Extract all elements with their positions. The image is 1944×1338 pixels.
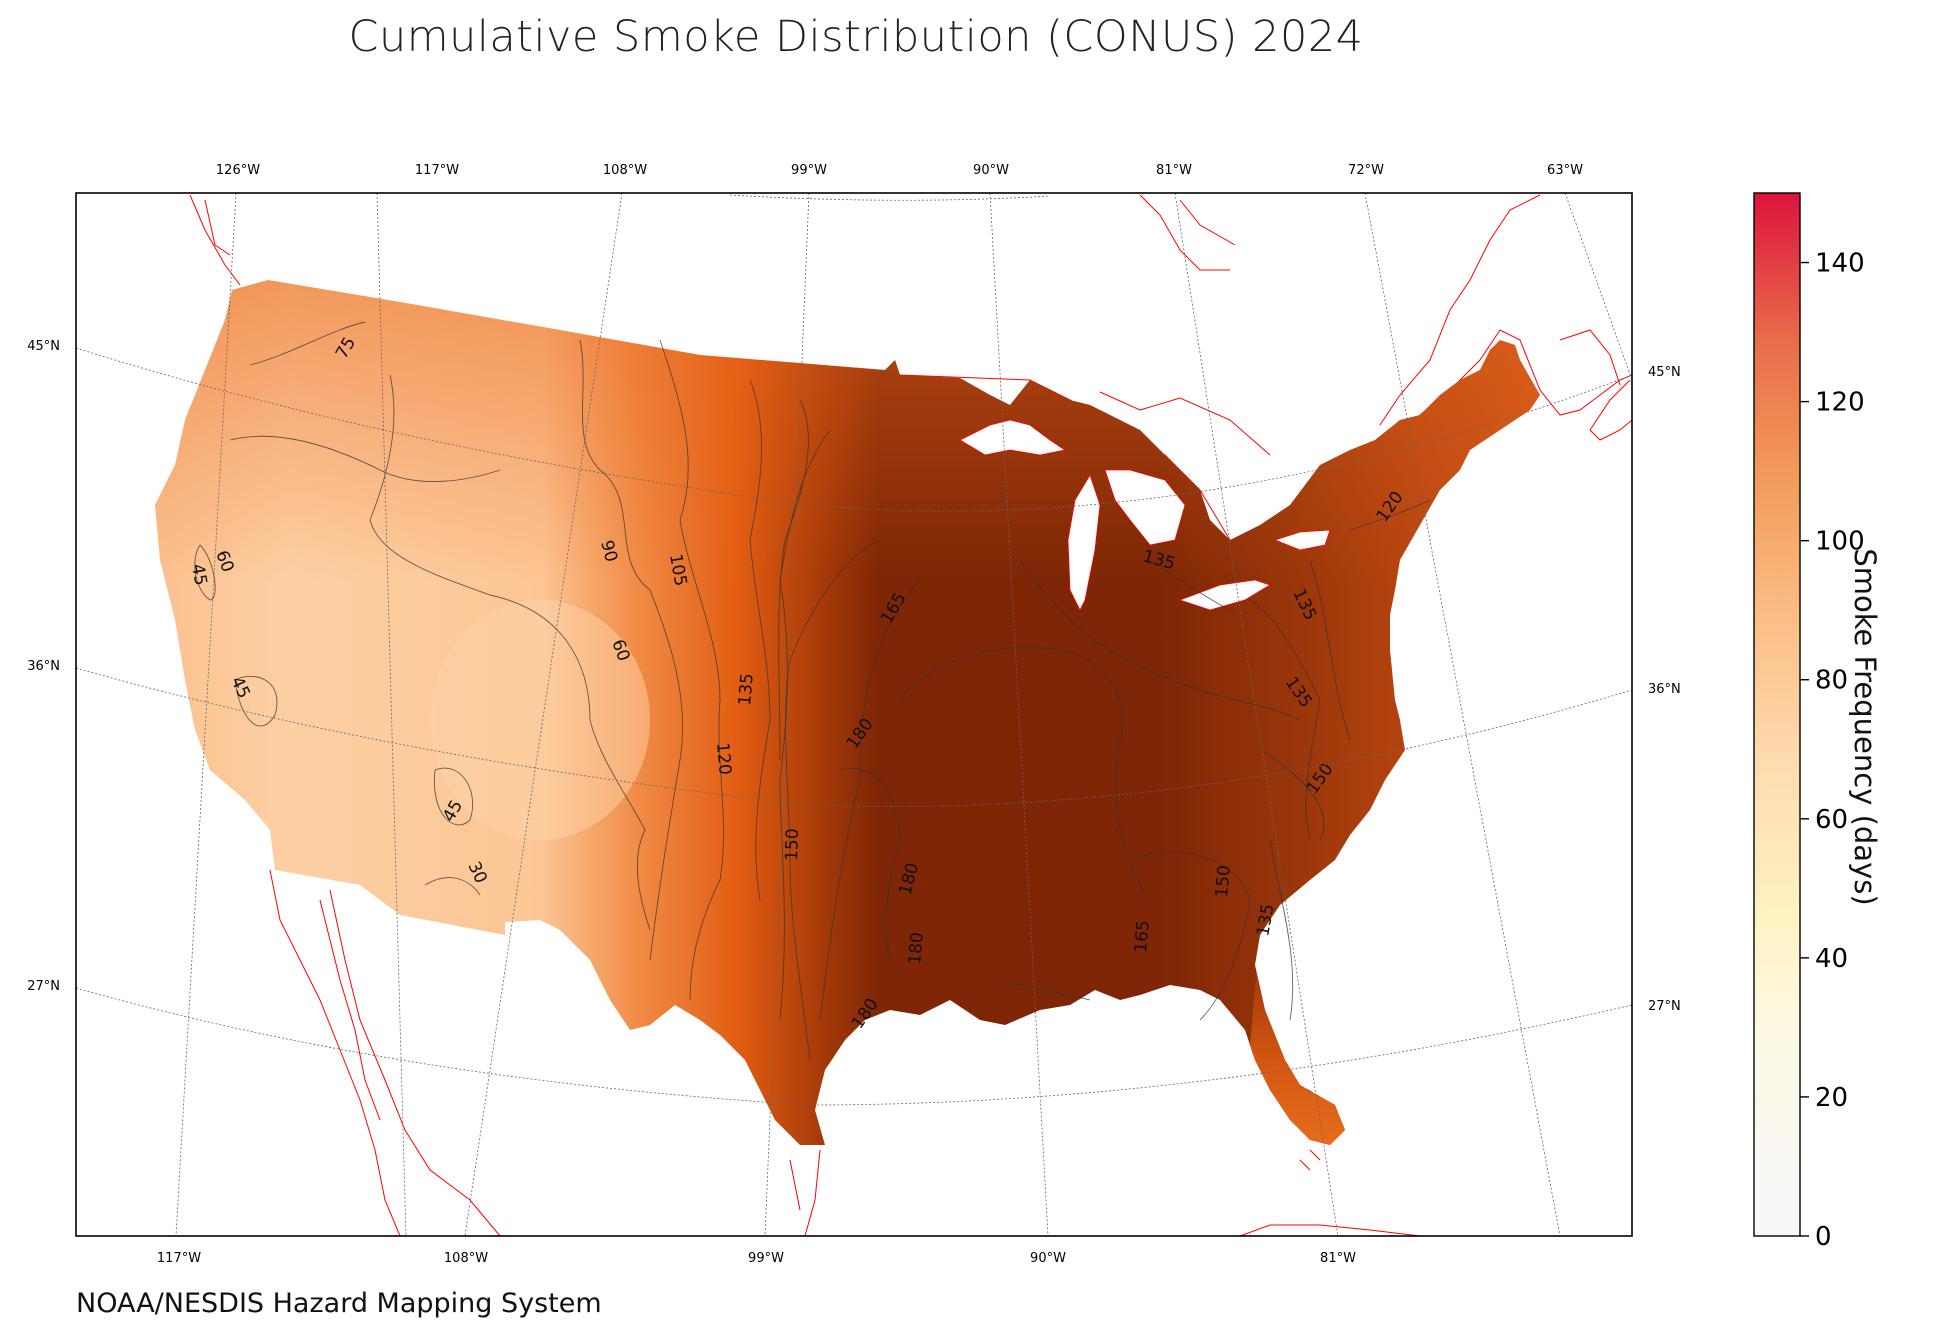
lat-label: 45°N — [1648, 365, 1681, 380]
colorbar-tick-label: 80 — [1815, 666, 1848, 696]
bottom-lon-labels: 117°W 108°W 99°W 90°W 81°W — [157, 1251, 1356, 1266]
colorbar-tick-label: 20 — [1815, 1083, 1848, 1113]
map-panel: 75 60 45 45 45 30 90 105 60 135 120 150 … — [76, 193, 1632, 1236]
graticule-lines — [76, 193, 1632, 1236]
lon-label: 63°W — [1547, 163, 1583, 178]
right-lat-labels: 45°N 36°N 27°N — [1648, 365, 1681, 1014]
contour-lines — [194, 321, 1431, 1061]
colorbar-gradient — [1753, 192, 1801, 1237]
lon-label: 117°W — [157, 1251, 201, 1266]
lon-label: 99°W — [791, 163, 827, 178]
lat-label: 45°N — [27, 339, 60, 354]
contour-label: 120 — [712, 742, 735, 776]
map-title: Cumulative Smoke Distribution (CONUS) 20… — [348, 12, 1364, 62]
contour-label: 45 — [187, 562, 210, 587]
lon-label: 108°W — [603, 163, 647, 178]
left-lat-labels: 45°N 36°N 27°N — [27, 339, 60, 994]
colorbar-tick-label: 0 — [1815, 1222, 1832, 1252]
lon-label: 99°W — [748, 1251, 784, 1266]
contour-label: 135 — [735, 672, 758, 706]
colorbar-tick-label: 140 — [1815, 249, 1865, 279]
lat-label: 27°N — [1648, 999, 1681, 1014]
colorbar-tick-label: 120 — [1815, 388, 1865, 418]
colorbar-tick-label: 60 — [1815, 805, 1848, 835]
colorbar-ticks: 0 20 40 60 80 100 120 140 — [1800, 249, 1865, 1252]
lon-label: 108°W — [444, 1251, 488, 1266]
lat-label: 36°N — [1648, 682, 1681, 697]
colorbar-tick-label: 40 — [1815, 944, 1848, 974]
lat-label: 36°N — [27, 659, 60, 674]
top-lon-labels: 126°W 117°W 108°W 99°W 90°W 81°W 72°W 63… — [216, 163, 1583, 178]
credit-text: NOAA/NESDIS Hazard Mapping System — [76, 1288, 602, 1319]
contour-label: 150 — [1212, 864, 1235, 898]
contour-label: 180 — [905, 931, 928, 965]
colorbar-tick-label: 100 — [1815, 527, 1865, 557]
lon-label: 126°W — [216, 163, 260, 178]
lon-label: 72°W — [1348, 163, 1384, 178]
lon-label: 117°W — [415, 163, 459, 178]
contour-label: 150 — [782, 828, 803, 861]
map-frame — [75, 192, 1633, 1237]
coastlines — [189, 194, 1632, 1236]
lon-label: 81°W — [1156, 163, 1192, 178]
contour-label: 165 — [1131, 919, 1154, 953]
colorbar: 0 20 40 60 80 100 120 140 — [1753, 192, 1865, 1252]
lon-label: 90°W — [1030, 1251, 1066, 1266]
lon-label: 90°W — [973, 163, 1009, 178]
great-lakes — [959, 419, 1331, 611]
lat-label: 27°N — [27, 979, 60, 994]
lon-label: 81°W — [1320, 1251, 1356, 1266]
colorbar-label: Smoke Frequency (days) — [1848, 548, 1882, 906]
